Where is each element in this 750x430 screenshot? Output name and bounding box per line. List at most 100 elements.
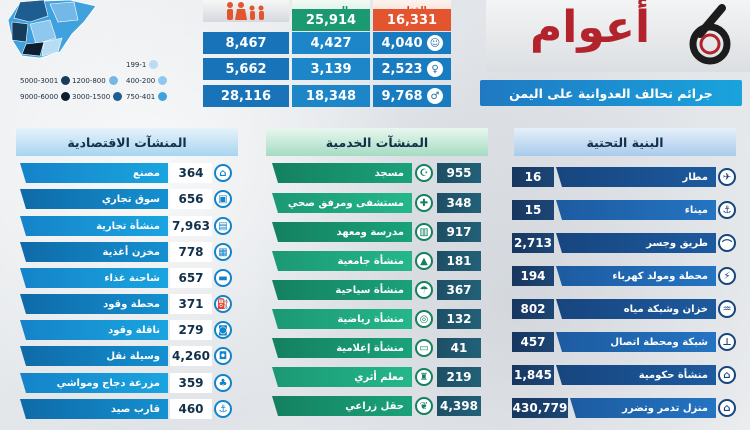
injured-cell: 4,427: [292, 32, 370, 54]
tanker-icon: ◙: [214, 321, 232, 339]
legend-item: 5000-3001: [20, 76, 71, 85]
row-value: 1,845: [512, 365, 554, 385]
economic-row: مصنع 364 ⌂: [20, 163, 232, 183]
economic-row: مخزن أغذية 778 ▦: [20, 242, 232, 262]
subtitle-text: جرائم تحالف العدوانية على اليمن: [509, 85, 713, 101]
government-icon: ⌂: [718, 366, 736, 384]
infrastructure-title-text: البنية التحتية: [586, 134, 664, 150]
six-numeral: 6: [689, 4, 731, 65]
infrastructure-column-title: البنية التحتية: [514, 128, 736, 156]
casualty-row-children: 8,467 4,427 4,040 ☺: [203, 32, 451, 54]
market-icon: ▣: [214, 190, 232, 208]
row-value: 656: [170, 189, 212, 209]
row-label: سوق تجاري: [20, 189, 168, 209]
economic-row: وسيلة نقل 4,260 ◘: [20, 346, 232, 366]
row-label: ميناء: [556, 200, 716, 220]
row-value: 371: [170, 294, 212, 314]
sports-icon: ◎: [415, 310, 433, 328]
row-label: قارب صيد: [20, 399, 168, 419]
row-value: 15: [512, 200, 554, 220]
man-icon: ♂: [427, 88, 443, 104]
subtitle: جرائم تحالف العدوانية على اليمن: [480, 80, 742, 106]
infrastructure-row: 2,713 طريق وجسر ⌒: [512, 233, 736, 253]
media-icon: ▭: [415, 339, 433, 357]
services-row: منشأة جامعية ▲ 181: [272, 251, 484, 271]
water-icon: ♒: [718, 300, 736, 318]
tourism-icon: ☂: [415, 281, 433, 299]
row-label: معلم أثري: [272, 367, 412, 387]
row-label: مستشفى ومرفق صحي: [272, 193, 412, 213]
casualty-table: الجرحى القتلى 25,914 16,331 8,467 4,427 …: [203, 0, 451, 107]
total-value: 28,116: [220, 88, 272, 104]
casualty-totals-row: 25,914 16,331: [203, 9, 451, 31]
legend-swatch: [61, 76, 71, 85]
row-value: 802: [512, 299, 554, 319]
killed-total-value: 16,331: [386, 12, 438, 28]
row-label: مطار: [556, 167, 716, 187]
legend-swatch: [158, 92, 168, 101]
killed-total: 16,331: [373, 9, 451, 31]
legend-label: 1200-800: [72, 76, 106, 85]
field-icon: ❦: [415, 397, 433, 415]
row-label: منشأة حكومية: [556, 365, 716, 385]
legend-item: 3000-1500: [72, 92, 123, 101]
row-value: 359: [170, 373, 212, 393]
economic-row: مزرعة دجاج ومواشي 359 ♣: [20, 373, 232, 393]
legend-swatch: [61, 92, 71, 101]
row-label: طريق وجسر: [556, 233, 716, 253]
economic-row: ناقلة وقود 279 ◙: [20, 320, 232, 340]
row-label: مسجد: [272, 163, 412, 183]
infrastructure-row: 1,845 منشأة حكومية ⌂: [512, 365, 736, 385]
title-word: أعوام: [530, 2, 651, 53]
economic-column-title: المنشآت الاقتصادية: [16, 128, 238, 156]
total-cell: 5,662: [203, 58, 289, 80]
row-label: مزرعة دجاج ومواشي: [20, 373, 168, 393]
family-cell: [203, 0, 289, 22]
row-label: محطة ومولد كهرباء: [556, 266, 716, 286]
bridge-icon: ⌒: [718, 234, 736, 252]
row-value: 4,260: [170, 346, 212, 366]
killed-value: 9,768: [381, 88, 423, 104]
injured-cell: 3,139: [292, 58, 370, 80]
mosque-icon: ☪: [415, 164, 433, 182]
injured-value: 3,139: [310, 61, 352, 77]
total-value: 5,662: [225, 61, 267, 77]
row-value: 955: [437, 163, 481, 183]
legend-item: 1200-800: [72, 76, 118, 85]
injured-cell: 18,348: [292, 85, 370, 107]
row-value: 7,963: [170, 216, 212, 236]
economic-row: محطة وقود 371 ⛽: [20, 294, 232, 314]
total-value: 8,467: [225, 35, 267, 51]
legend-item: 9000-6000: [20, 92, 71, 101]
services-row: منشأة رياضية ◎ 132: [272, 309, 484, 329]
row-label: ناقلة وقود: [20, 320, 168, 340]
row-label: مدرسة ومعهد: [272, 222, 412, 242]
woman-icon: ♀: [427, 61, 443, 77]
child-icon: ☺: [427, 35, 443, 51]
anchor-icon: ⚓: [718, 201, 736, 219]
infrastructure-row: 802 خزان وشبكة مياه ♒: [512, 299, 736, 319]
economic-row: منشأة تجارية 7,963 ▤: [20, 216, 232, 236]
row-label: وسيلة نقل: [20, 346, 168, 366]
farm-icon: ♣: [214, 374, 232, 392]
row-label: حقل زراعي: [272, 396, 412, 416]
infrastructure-row: 194 محطة ومولد كهرباء ⚡: [512, 266, 736, 286]
row-label: مصنع: [20, 163, 168, 183]
row-label: منشأة إعلامية: [272, 338, 412, 358]
shop-icon: ▤: [214, 217, 232, 235]
power-icon: ⚡: [718, 267, 736, 285]
services-column-title: المنشآت الخدمية: [266, 128, 488, 156]
infrastructure-row: 15 ميناء ⚓: [512, 200, 736, 220]
services-row: معلم أثري ♜ 219: [272, 367, 484, 387]
row-value: 657: [170, 268, 212, 288]
legend-swatch: [108, 76, 118, 85]
services-row: منشأة إعلامية ▭ 41: [272, 338, 484, 358]
row-value: 4,398: [437, 396, 481, 416]
injured-value: 4,427: [310, 35, 352, 51]
airplane-icon: ✈: [718, 168, 736, 186]
services-row: حقل زراعي ❦ 4,398: [272, 396, 484, 416]
economic-title-text: المنشآت الاقتصادية: [67, 134, 187, 150]
row-value: 194: [512, 266, 554, 286]
total-cell: 28,116: [203, 85, 289, 107]
row-value: 917: [437, 222, 481, 242]
